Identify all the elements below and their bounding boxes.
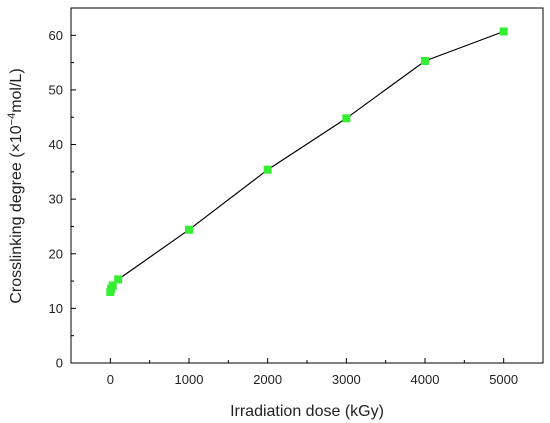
data-point <box>499 27 508 36</box>
data-points <box>106 27 508 296</box>
y-axis-title-superscript: −4 <box>6 113 18 126</box>
x-axis-title: Irradiation dose (kGy) <box>230 403 384 420</box>
x-tick-label: 5000 <box>489 372 518 387</box>
y-tick-label: 10 <box>49 301 63 316</box>
y-tick-label: 40 <box>49 137 63 152</box>
y-tick-label: 20 <box>49 246 63 261</box>
series-line <box>109 30 504 293</box>
x-axis: 0 1000 2000 3000 4000 5000 <box>70 358 544 387</box>
y-axis-title-prefix: Crosslinking degree (×10 <box>8 125 25 303</box>
y-axis-title: Crosslinking degree (×10−4mol/L) <box>6 68 25 303</box>
data-point <box>263 165 272 174</box>
x-tick-label: 2000 <box>253 372 282 387</box>
y-tick-label: 0 <box>56 356 63 371</box>
x-tick-label: 1000 <box>175 372 204 387</box>
y-tick-label: 60 <box>49 28 63 43</box>
data-point <box>421 56 429 65</box>
data-point <box>108 281 117 290</box>
plot-frame <box>70 7 544 364</box>
data-point <box>342 114 351 123</box>
y-tick-label: 30 <box>49 192 63 207</box>
y-tick-label: 50 <box>49 82 63 97</box>
data-point <box>114 275 123 284</box>
y-axis: 0 10 20 30 40 50 60 <box>49 7 76 371</box>
x-tick-label: 4000 <box>411 372 440 387</box>
x-tick-label: 0 <box>107 372 114 387</box>
y-axis-title-suffix: mol/L) <box>8 68 25 112</box>
x-tick-label: 3000 <box>332 372 361 387</box>
data-point <box>185 225 193 234</box>
